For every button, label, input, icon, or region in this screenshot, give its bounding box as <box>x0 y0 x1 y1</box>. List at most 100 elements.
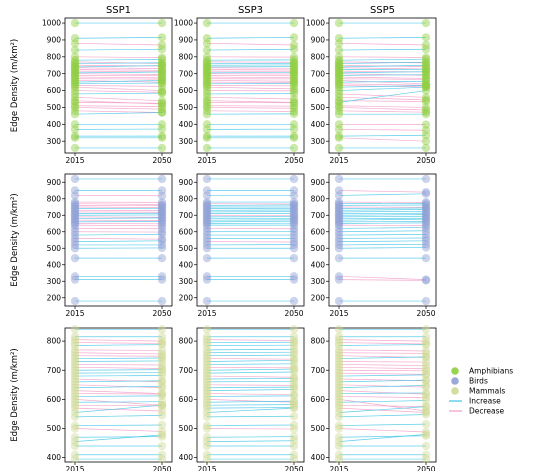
point-2050 <box>158 175 166 183</box>
point-2050 <box>158 144 166 152</box>
y-tick-label: 700 <box>179 69 194 78</box>
y-tick-label: 400 <box>311 453 326 462</box>
y-tick-label: 400 <box>311 260 326 269</box>
panel-frame <box>197 328 304 462</box>
y-tick-label: 700 <box>179 211 194 220</box>
point-2050 <box>290 412 298 420</box>
point-2050 <box>290 19 298 27</box>
point-2050 <box>290 134 298 142</box>
x-tick-label: 2015 <box>197 465 216 471</box>
point-2050 <box>422 402 430 410</box>
y-tick-label: 500 <box>47 103 62 112</box>
y-tick-label: 1000 <box>42 19 61 28</box>
point-2015 <box>203 134 211 142</box>
point-2050 <box>422 190 430 198</box>
point-2015 <box>335 297 343 305</box>
column-title-ssp5: SSP5 <box>370 5 395 16</box>
point-2050 <box>158 401 166 409</box>
legend-marker-amphibians <box>451 367 459 375</box>
point-2015 <box>203 144 211 152</box>
x-tick-label: 2050 <box>416 465 435 471</box>
point-2050 <box>422 19 430 27</box>
legend-label-increase: Increase <box>469 397 501 406</box>
point-2015 <box>203 297 211 305</box>
point-2015 <box>71 442 79 450</box>
point-2050 <box>422 276 430 284</box>
point-2050 <box>158 254 166 262</box>
point-2050 <box>422 325 430 333</box>
point-2050 <box>422 243 430 251</box>
y-tick-label: 400 <box>47 120 62 129</box>
point-2050 <box>158 442 166 450</box>
point-2050 <box>422 254 430 262</box>
point-2050 <box>158 411 166 419</box>
point-2050 <box>422 430 430 438</box>
x-tick-label: 2015 <box>65 465 84 471</box>
y-tick-label: 700 <box>47 366 62 375</box>
y-tick-label: 600 <box>179 227 194 236</box>
y-tick-label: 800 <box>47 337 62 346</box>
point-2050 <box>158 275 166 283</box>
point-2050 <box>290 175 298 183</box>
point-2050 <box>290 275 298 283</box>
point-2050 <box>290 254 298 262</box>
point-2050 <box>422 381 430 389</box>
y-tick-label: 600 <box>47 227 62 236</box>
y-tick-label: 300 <box>179 277 194 286</box>
y-axis-label: Edge Density (m/km²) <box>10 193 20 287</box>
point-2050 <box>158 382 166 390</box>
y-tick-label: 300 <box>311 137 326 146</box>
y-tick-label: 1000 <box>306 19 325 28</box>
point-2015 <box>335 424 343 432</box>
point-2015 <box>71 424 79 432</box>
point-2050 <box>422 45 430 53</box>
panel-frame <box>197 174 304 306</box>
y-tick-label: 500 <box>47 424 62 433</box>
point-2015 <box>203 19 211 27</box>
y-tick-label: 200 <box>179 293 194 302</box>
y-tick-label: 1000 <box>174 19 193 28</box>
y-tick-label: 800 <box>47 194 62 203</box>
y-tick-label: 200 <box>47 293 62 302</box>
point-2015 <box>335 254 343 262</box>
x-tick-label: 2050 <box>152 156 171 165</box>
y-tick-label: 900 <box>179 36 194 45</box>
y-tick-label: 600 <box>179 395 194 404</box>
legend-label-mammals: Mammals <box>469 387 505 396</box>
y-tick-label: 600 <box>47 86 62 95</box>
y-tick-label: 900 <box>311 36 326 45</box>
point-2015 <box>71 325 79 333</box>
x-tick-label: 2015 <box>329 465 348 471</box>
y-tick-label: 900 <box>179 178 194 187</box>
point-2050 <box>422 175 430 183</box>
point-2015 <box>71 134 79 142</box>
point-2050 <box>422 420 430 428</box>
point-2050 <box>422 110 430 118</box>
point-2050 <box>290 325 298 333</box>
point-2050 <box>158 297 166 305</box>
y-tick-label: 800 <box>47 52 62 61</box>
column-title-ssp1: SSP1 <box>106 5 131 16</box>
y-tick-label: 800 <box>311 194 326 203</box>
x-tick-label: 2050 <box>284 156 303 165</box>
point-2015 <box>71 275 79 283</box>
point-2050 <box>290 425 298 433</box>
x-tick-label: 2050 <box>152 309 171 318</box>
point-2050 <box>158 19 166 27</box>
panel-frame <box>65 328 172 462</box>
y-tick-label: 900 <box>47 36 62 45</box>
y-tick-label: 800 <box>179 337 194 346</box>
y-tick-label: 600 <box>311 86 326 95</box>
point-2015 <box>71 110 79 118</box>
point-2015 <box>203 424 211 432</box>
legend-marker-mammals <box>451 387 459 395</box>
point-2050 <box>290 110 298 118</box>
